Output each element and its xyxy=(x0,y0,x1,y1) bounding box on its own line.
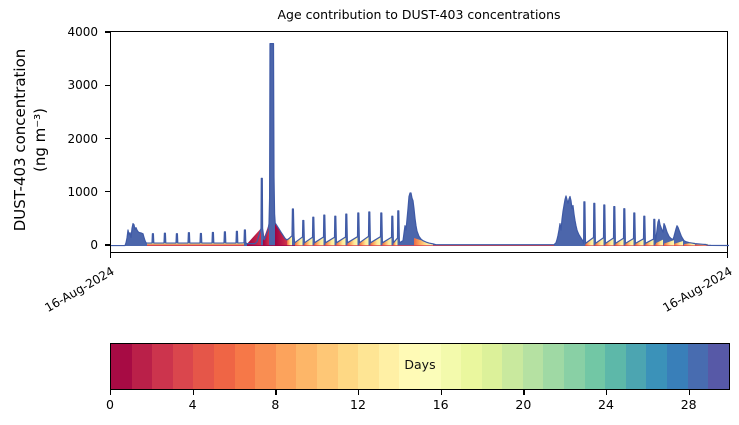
colorbar-bin xyxy=(358,344,379,389)
y-tick-label: 2000 xyxy=(67,131,98,146)
colorbar-tick-mark xyxy=(358,390,360,395)
colorbar-bin xyxy=(564,344,585,389)
colorbar-bin xyxy=(708,344,729,389)
colorbar-tick-label: 24 xyxy=(598,397,614,412)
y-axis-label-line1: DUST-403 concentration xyxy=(11,48,29,232)
colorbar-tick-label: 0 xyxy=(106,397,114,412)
plot-canvas xyxy=(111,43,729,247)
colorbar-bin xyxy=(502,344,523,389)
y-tick-mark xyxy=(105,137,110,140)
y-tick-mark xyxy=(105,31,110,33)
y-tick-label: 4000 xyxy=(67,25,98,39)
x-tick-label-right: 16-Aug-2024 xyxy=(660,264,735,315)
plot-title: Age contribution to DUST-403 concentrati… xyxy=(277,7,561,22)
colorbar-tick-label: 20 xyxy=(515,397,532,412)
colorbar-tick-mark xyxy=(523,390,525,395)
colorbar-bin xyxy=(584,344,606,389)
colorbar-bin xyxy=(605,344,626,389)
colorbar-bin xyxy=(111,344,132,389)
plot-area xyxy=(110,31,729,253)
colorbar-bin xyxy=(522,344,544,389)
colorbar xyxy=(110,343,730,390)
colorbar-tick-mark xyxy=(275,390,277,395)
colorbar-bin xyxy=(255,344,276,389)
colorbar-bin xyxy=(275,344,297,389)
colorbar-tick-mark xyxy=(440,390,442,395)
colorbar-bin xyxy=(152,344,173,389)
y-tick-label: 0 xyxy=(90,238,98,252)
y-tick-mark xyxy=(105,244,110,246)
colorbar-bin xyxy=(131,344,153,389)
colorbar-tick-mark xyxy=(110,390,112,395)
x-tick-mark-left xyxy=(110,253,112,258)
colorbar-bin xyxy=(172,344,194,389)
colorbar-bin xyxy=(419,344,441,389)
colorbar-bin xyxy=(543,344,565,389)
colorbar-bin xyxy=(481,344,503,389)
colorbar-bin xyxy=(646,344,668,389)
colorbar-bin xyxy=(296,344,317,389)
colorbar-bin xyxy=(687,344,709,389)
x-tick-mark-right xyxy=(727,253,729,258)
colorbar-tick-mark xyxy=(192,390,194,395)
y-tick-label: 1000 xyxy=(67,184,98,199)
x-tick-label-left: 16-Aug-2024 xyxy=(42,264,117,315)
y-tick-mark xyxy=(105,84,110,86)
colorbar-bin xyxy=(234,344,256,389)
colorbar-bin xyxy=(378,344,400,389)
colorbar-bin xyxy=(399,344,420,389)
y-tick-label: 3000 xyxy=(67,78,98,93)
colorbar-bin xyxy=(337,344,359,389)
colorbar-tick-label: 4 xyxy=(188,397,197,412)
colorbar-tick-label: 8 xyxy=(271,397,280,412)
y-tick-mark xyxy=(105,191,110,193)
colorbar-tick-label: 12 xyxy=(350,397,366,412)
colorbar-tick-mark xyxy=(606,390,608,395)
colorbar-tick-label: 28 xyxy=(680,397,697,412)
colorbar-bin xyxy=(193,344,214,389)
colorbar-bin xyxy=(625,344,647,389)
colorbar-bin xyxy=(316,344,338,389)
colorbar-bin xyxy=(461,344,482,389)
colorbar-bin xyxy=(667,344,688,389)
colorbar-tick-mark xyxy=(688,390,690,395)
colorbar-bin xyxy=(440,344,462,389)
colorbar-bin xyxy=(213,344,235,389)
colorbar-tick-label: 16 xyxy=(432,397,449,412)
